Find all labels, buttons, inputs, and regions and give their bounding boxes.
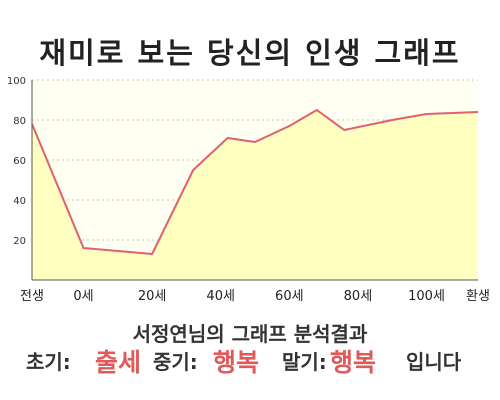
life-line <box>31 109 479 255</box>
x-tick-4: 60세 <box>275 289 304 304</box>
x-tick-1: 0세 <box>73 289 93 304</box>
result-suffix: 입니다 <box>406 350 462 374</box>
x-tick-3: 40세 <box>206 289 235 304</box>
mid-value: 행복 <box>213 348 260 377</box>
y-tick-60: 60 <box>13 156 26 167</box>
y-tick-100: 100 <box>7 76 26 87</box>
early-value: 출세 <box>95 348 142 377</box>
y-tick-80: 80 <box>13 116 26 127</box>
life-area-fill <box>32 110 478 280</box>
page-title: 재미로 보는 당신의 인생 그래프 <box>39 36 461 70</box>
early-label: 초기: <box>26 350 71 374</box>
analysis-caption: 서정연님의 그래프 분석결과 <box>132 322 368 346</box>
axes <box>31 80 478 281</box>
late-value: 행복 <box>330 348 377 377</box>
x-tick-5: 80세 <box>344 289 373 304</box>
y-tick-20: 20 <box>13 236 26 247</box>
y-tick-labels: 20 40 60 80 100 <box>7 76 26 247</box>
y-tick-40: 40 <box>13 196 26 207</box>
late-label: 말기: <box>282 350 327 374</box>
x-tick-0: 전생 <box>20 289 44 304</box>
mid-label: 중기: <box>153 350 198 374</box>
x-tick-7: 환생 <box>466 289 490 304</box>
x-tick-2: 20세 <box>138 289 167 304</box>
x-tick-6: 100세 <box>408 289 445 304</box>
x-tick-labels: 전생 0세 20세 40세 60세 80세 100세 환생 <box>20 289 490 304</box>
